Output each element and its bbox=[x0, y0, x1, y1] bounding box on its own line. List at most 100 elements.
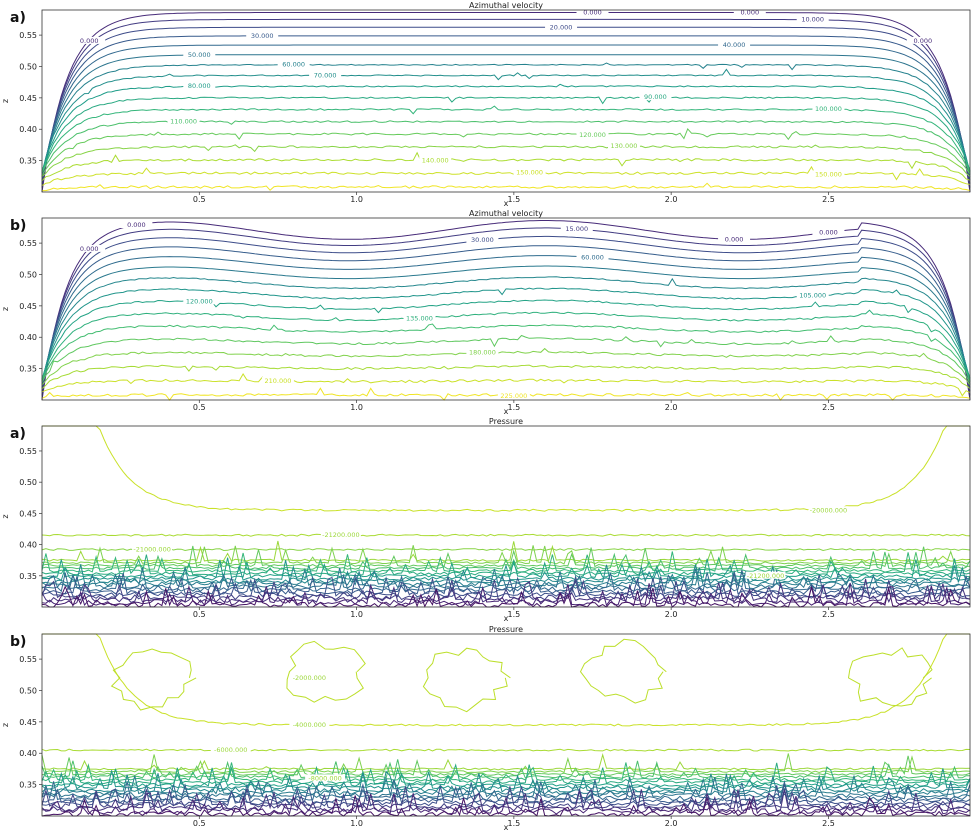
contour-label-background bbox=[167, 117, 200, 125]
x-axis-label: x bbox=[504, 199, 509, 208]
contour-line bbox=[41, 762, 971, 786]
contour-label: 0.000 bbox=[80, 245, 99, 253]
x-tick-label: 1.0 bbox=[350, 403, 363, 412]
x-tick-label: 0.5 bbox=[193, 195, 206, 204]
contour-label-background bbox=[639, 93, 672, 101]
contour-lines bbox=[41, 220, 971, 401]
contour-line bbox=[41, 564, 971, 584]
y-axis-label: z bbox=[1, 99, 10, 103]
contour-label: 15.000 bbox=[565, 225, 588, 233]
contour-label: 20.000 bbox=[550, 23, 573, 31]
plot-frame bbox=[41, 633, 971, 817]
panel-label: a) bbox=[10, 426, 26, 442]
contour-label: -8000.000 bbox=[308, 774, 341, 782]
x-tick-label: 2.5 bbox=[822, 610, 835, 619]
contour-line bbox=[41, 768, 971, 790]
y-tick-label: 0.45 bbox=[19, 509, 37, 518]
contour-line bbox=[41, 151, 971, 182]
contour-line bbox=[41, 227, 971, 396]
x-ticks: 0.5 1.0 1.5 2.0 2.5 bbox=[193, 400, 835, 412]
contour-line bbox=[41, 364, 971, 390]
x-ticks: 0.5 1.0 1.5 2.0 2.5 bbox=[193, 816, 835, 828]
x-tick-label: 2.0 bbox=[665, 195, 678, 204]
contour-label-background bbox=[73, 36, 106, 44]
y-tick-label: 0.35 bbox=[19, 365, 37, 374]
contour-line bbox=[41, 62, 971, 174]
y-ticks: 0.35 0.40 0.45 0.50 0.55 bbox=[19, 239, 42, 374]
contour-label: 40.000 bbox=[723, 41, 746, 49]
contour-label-background bbox=[497, 391, 530, 399]
contour-line bbox=[41, 548, 971, 552]
y-tick-label: 0.50 bbox=[19, 478, 37, 487]
contour-label: 0.000 bbox=[583, 9, 602, 17]
plot-frame bbox=[41, 425, 971, 608]
contour-line bbox=[422, 647, 511, 713]
contour-label: 90.000 bbox=[644, 93, 667, 101]
x-axis-label: x bbox=[504, 823, 509, 832]
x-tick-label: 0.5 bbox=[193, 819, 206, 828]
x-tick-label: 2.5 bbox=[822, 819, 835, 828]
contour-label-background bbox=[733, 8, 766, 16]
contour-line bbox=[41, 793, 971, 816]
contour-label: -4000.000 bbox=[293, 721, 326, 729]
contour-line bbox=[41, 235, 971, 392]
contour-line bbox=[110, 648, 197, 711]
contour-line bbox=[41, 755, 971, 776]
contour-label-background bbox=[73, 244, 106, 252]
y-tick-label: 0.55 bbox=[19, 31, 37, 40]
x-tick-label: 1.0 bbox=[350, 819, 363, 828]
contour-label: 60.000 bbox=[581, 253, 604, 261]
contour-label-background bbox=[812, 170, 845, 178]
y-tick-label: 0.35 bbox=[19, 157, 37, 166]
contour-label: 10.000 bbox=[801, 16, 824, 24]
contour-line bbox=[41, 68, 971, 173]
y-tick-label: 0.45 bbox=[19, 302, 37, 311]
contour-label-background bbox=[560, 224, 593, 232]
x-ticks: 0.5 1.0 1.5 2.0 2.5 bbox=[193, 192, 835, 204]
contour-label: 105.000 bbox=[799, 292, 826, 300]
contour-line bbox=[41, 127, 971, 176]
x-axis-label: x bbox=[504, 614, 509, 623]
panel-label: b) bbox=[10, 634, 26, 650]
contour-label-background bbox=[466, 348, 499, 356]
contour-label: 225.000 bbox=[500, 392, 527, 400]
contour-label: -21200.000 bbox=[322, 531, 360, 539]
contour-label: 120.000 bbox=[579, 131, 606, 139]
contour-label: 30.000 bbox=[251, 32, 274, 40]
contour-labels: 0.000 0.000 0.000 0.000 15.000 30.000 60.000 10… bbox=[73, 221, 845, 400]
contour-label-background bbox=[132, 545, 173, 553]
panel-label: a) bbox=[10, 10, 26, 26]
panel-azimuthal-velocity-b: 0.000 0.000 0.000 0.000 15.000 30.000 60.000 10… bbox=[1, 209, 971, 416]
contour-label: 60.000 bbox=[282, 60, 305, 68]
contour-line bbox=[41, 96, 971, 172]
contour-label-background bbox=[718, 235, 751, 243]
contour-label-background bbox=[576, 8, 609, 16]
contour-label: 70.000 bbox=[314, 71, 337, 79]
contour-line bbox=[41, 559, 971, 582]
chart-title: Pressure bbox=[489, 417, 523, 426]
contour-line bbox=[41, 578, 971, 604]
y-tick-label: 0.40 bbox=[19, 333, 37, 342]
contour-line bbox=[41, 767, 971, 788]
chart-title: Azimuthal velocity bbox=[469, 1, 543, 10]
contour-label: -6000.000 bbox=[214, 746, 247, 754]
y-tick-label: 0.50 bbox=[19, 62, 37, 71]
contour-line bbox=[42, 182, 971, 192]
contour-label-background bbox=[120, 221, 153, 229]
contour-label: 30.000 bbox=[471, 236, 494, 244]
contour-label-background bbox=[183, 297, 216, 305]
contour-line bbox=[41, 309, 971, 379]
contour-label: -20000.000 bbox=[810, 506, 848, 514]
contour-line bbox=[41, 35, 971, 181]
y-ticks: 0.35 0.40 0.45 0.50 0.55 bbox=[19, 655, 42, 790]
contour-label-background bbox=[796, 291, 829, 299]
contour-label: 120.000 bbox=[186, 297, 213, 305]
contour-line bbox=[41, 795, 971, 817]
contour-line bbox=[41, 585, 971, 608]
contour-label: -2000.000 bbox=[293, 674, 326, 682]
contour-line bbox=[286, 640, 366, 703]
contour-lines bbox=[41, 633, 971, 817]
contour-line bbox=[41, 245, 971, 388]
y-ticks: 0.35 0.40 0.45 0.50 0.55 bbox=[19, 31, 42, 166]
